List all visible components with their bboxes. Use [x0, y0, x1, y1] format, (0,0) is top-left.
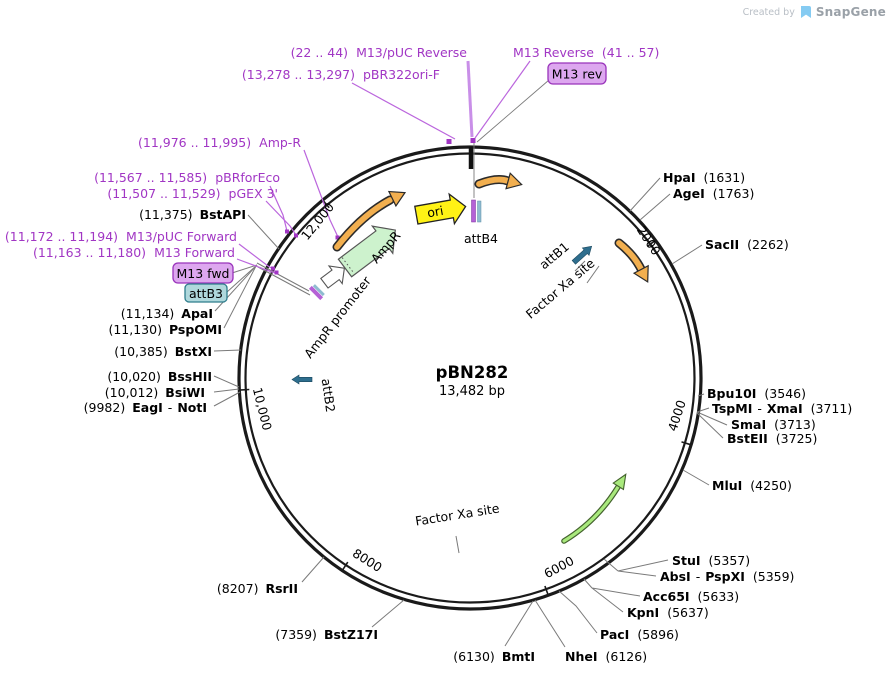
enzyme-label-paci[interactable]: PacI (5896) — [600, 627, 679, 642]
enzyme-labels-left: (11,375) BstAPI (11,134) ApaI (11,130) PspO… — [84, 207, 535, 664]
primer-label-m13-reverse[interactable]: M13 Reverse (41 .. 57) — [513, 45, 659, 60]
tick-10000: 10,000 — [250, 386, 275, 432]
primer-label-pbrforeco[interactable]: (11,567 .. 11,585) pBRforEco — [94, 170, 280, 185]
enzyme-label-hpai[interactable]: HpaI (1631) — [663, 170, 745, 185]
enzyme-label-bstapi[interactable]: (11,375) BstAPI — [139, 207, 246, 222]
attb1-marker[interactable] — [570, 243, 595, 266]
primer-label-m13-forward[interactable]: (11,163 .. 11,180) M13 Forward — [33, 245, 235, 260]
enzyme-label-absi-pspxi[interactable]: AbsI - PspXI (5359) — [660, 569, 794, 584]
primer-labels: (22 .. 44) M13/pUC Reverse M13 Reverse (41… — [5, 45, 659, 260]
attb3-box-label: attB3 — [189, 286, 223, 301]
created-by-text: Created by — [742, 6, 795, 18]
primer-label-amp-r[interactable]: (11,976 .. 11,995) Amp-R — [138, 135, 301, 150]
attb2-marker[interactable] — [291, 374, 313, 385]
snapgene-logo-icon — [800, 5, 811, 18]
enzyme-label-bsiwi[interactable]: (10,012) BsiWI — [105, 385, 205, 400]
orange-feature-arrow-top[interactable] — [474, 172, 524, 192]
ampr-promoter-label[interactable]: AmpR promoter — [301, 273, 374, 361]
primer-boxes: M13 rev M13 fwd attB3 — [172, 62, 607, 303]
enzyme-label-stui[interactable]: StuI (5357) — [672, 553, 750, 568]
attb4-label[interactable]: attB4 — [464, 231, 498, 246]
attb1-label[interactable]: attB1 — [536, 239, 572, 272]
green-feature-arrow-bottom[interactable] — [561, 471, 631, 544]
m13-rev-box[interactable]: M13 rev — [547, 62, 607, 85]
enzyme-label-apai[interactable]: (11,134) ApaI — [121, 306, 213, 321]
attb2-label[interactable]: attB2 — [319, 377, 339, 413]
enzyme-label-smai[interactable]: SmaI (3713) — [731, 417, 816, 432]
snapgene-brand: Created by SnapGene — [743, 5, 886, 19]
primer-site-markers — [271, 138, 476, 275]
enzyme-label-bmti[interactable]: (6130) BmtI — [453, 649, 535, 664]
ori-arrow[interactable] — [414, 192, 468, 230]
factor-xa-site-bottom-label[interactable]: Factor Xa site — [414, 500, 501, 528]
enzyme-label-pspomi[interactable]: (11,130) PspOMI — [108, 322, 222, 337]
connector-lines — [213, 79, 728, 648]
factor-xa-site-top-label[interactable]: Factor Xa site — [523, 255, 598, 321]
enzyme-label-bsteii[interactable]: BstEII (3725) — [727, 431, 817, 446]
orange-feature-arrow-upper-left[interactable] — [332, 185, 408, 252]
feature-shapes — [291, 172, 655, 544]
enzyme-label-nhei[interactable]: NheI (6126) — [565, 649, 647, 664]
enzyme-label-agei[interactable]: AgeI (1763) — [673, 186, 754, 201]
enzyme-label-eagi-noti[interactable]: (9982) EagI - NotI — [84, 400, 207, 415]
attb3-marker[interactable] — [308, 283, 326, 301]
primer-label-pbr322ori-f[interactable]: (13,278 .. 13,297) pBR322ori-F — [242, 67, 440, 82]
primer-label-m13-puc-forward[interactable]: (11,172 .. 11,194) M13/pUC Forward — [5, 229, 237, 244]
ampr-promoter-arrow[interactable] — [318, 259, 351, 292]
tick-2000: 2000 — [634, 223, 664, 258]
enzyme-label-kpni[interactable]: KpnI (5637) — [627, 605, 709, 620]
enzyme-label-acc65i[interactable]: Acc65I (5633) — [643, 589, 739, 604]
ampr-arrow[interactable] — [335, 217, 406, 282]
plasmid-size: 13,482 bp — [439, 384, 505, 399]
ori-label[interactable]: ori — [426, 203, 445, 221]
m13-fwd-box[interactable]: M13 fwd — [172, 262, 234, 284]
snapgene-name-text: SnapGene — [815, 5, 886, 19]
m13-fwd-box-label: M13 fwd — [176, 266, 229, 281]
tick-4000: 4000 — [665, 398, 689, 433]
m13-rev-box-label: M13 rev — [552, 67, 603, 82]
primer-label-pgex-3[interactable]: (11,507 .. 11,529) pGEX 3' — [107, 186, 278, 201]
orange-feature-arrow-right[interactable] — [614, 238, 655, 286]
position-ticks — [239, 199, 692, 596]
enzyme-label-bsshii[interactable]: (10,020) BssHII — [107, 369, 212, 384]
enzyme-label-rsrii[interactable]: (8207) RsrII — [217, 581, 298, 596]
enzyme-labels-right: HpaI (1631) AgeI (1763) SacII (2262) Bpu10I… — [565, 170, 852, 664]
enzyme-label-tspmi-xmai[interactable]: TspMI - XmaI (3711) — [712, 401, 852, 416]
enzyme-label-bstz17i[interactable]: (7359) BstZ17I — [275, 627, 378, 642]
primer-label-m13-puc-reverse[interactable]: (22 .. 44) M13/pUC Reverse — [291, 45, 468, 60]
enzyme-label-sacii[interactable]: SacII (2262) — [705, 237, 789, 252]
enzyme-label-bstxi[interactable]: (10,385) BstXI — [114, 344, 212, 359]
enzyme-label-bpu10i[interactable]: Bpu10I (3546) — [707, 386, 806, 401]
attb3-box[interactable]: attB3 — [184, 283, 228, 303]
plasmid-name: pBN282 — [436, 363, 509, 382]
enzyme-label-mlui[interactable]: MluI (4250) — [712, 478, 792, 493]
attb4-marker[interactable] — [471, 199, 482, 223]
tick-6000: 6000 — [541, 553, 576, 581]
